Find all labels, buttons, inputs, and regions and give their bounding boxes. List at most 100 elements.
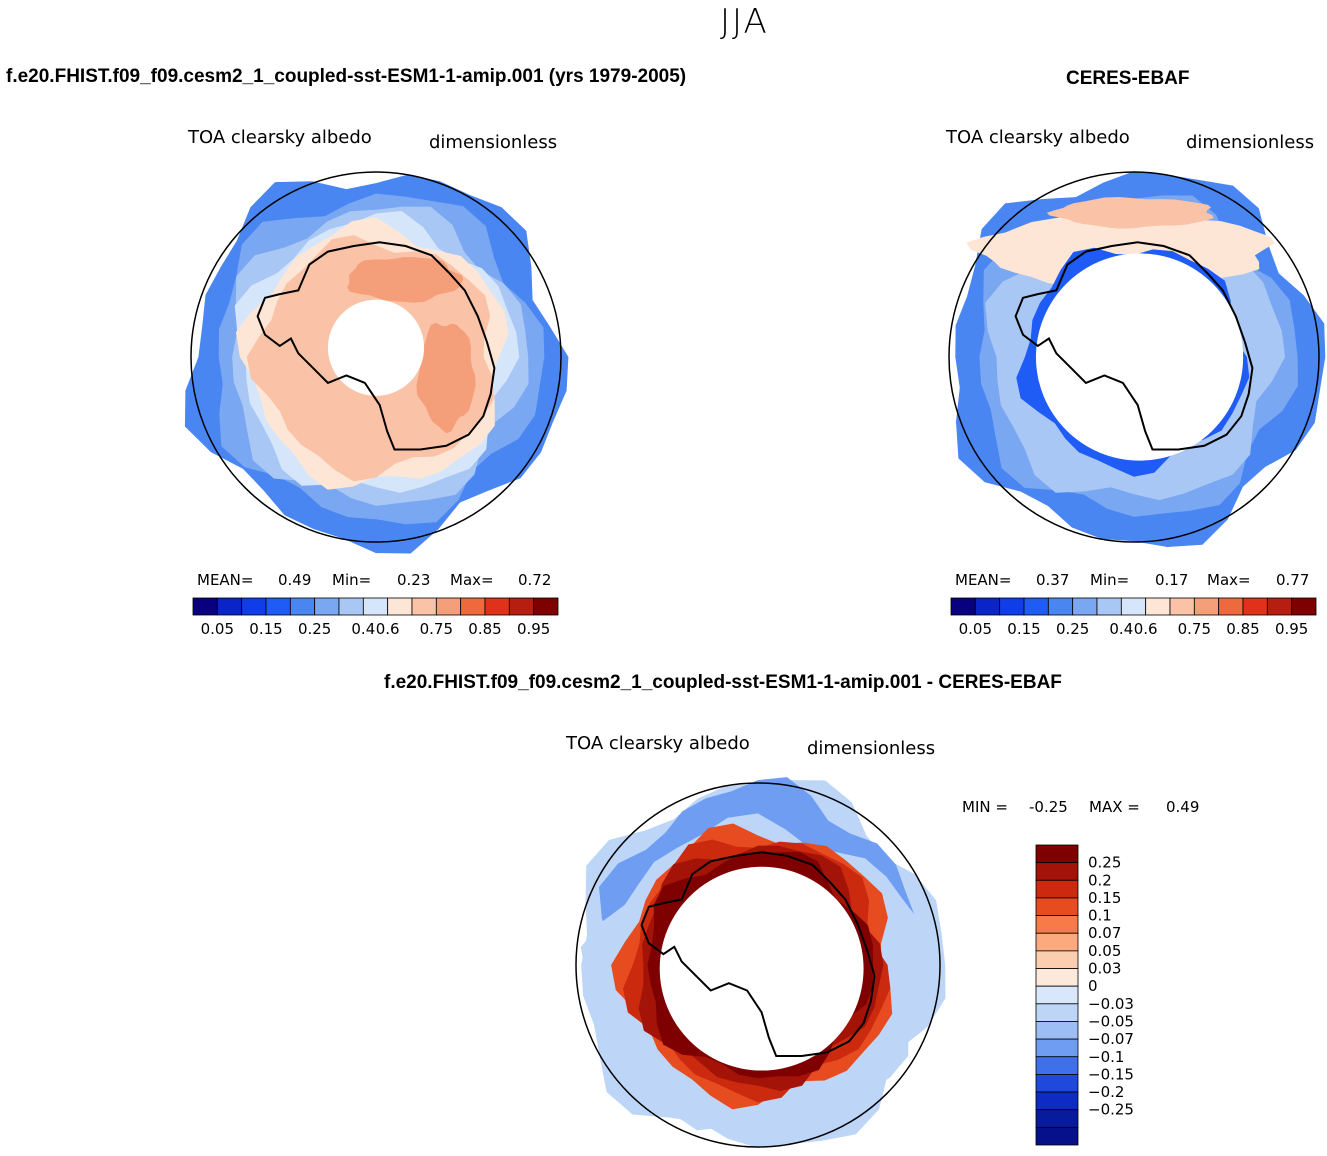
colorbar-swatch — [1035, 844, 1079, 864]
colorbar-swatch — [1120, 597, 1147, 616]
colorbar-swatch — [387, 597, 413, 616]
colorbar-swatch — [1035, 1056, 1079, 1075]
colorbar-swatch — [289, 597, 316, 616]
colorbar-tick-label: −0.03 — [1088, 995, 1134, 1013]
colorbar-tick-label: 0.15 — [1007, 620, 1040, 638]
model-mean-value: 0.49 — [278, 571, 312, 589]
diff-min-value: -0.25 — [1029, 798, 1068, 816]
colorbar-swatch — [216, 597, 243, 616]
colorbar-swatch — [508, 597, 535, 616]
obs-min-value: 0.17 — [1155, 571, 1189, 589]
diff-panel-title: TOA clearsky albedo — [566, 733, 750, 754]
contour-band — [347, 257, 464, 303]
pole-hole — [1035, 253, 1244, 461]
diff-panel-units: dimensionless — [807, 738, 936, 759]
colorbar-swatch — [362, 597, 389, 616]
colorbar-tick-label: 0.4 — [351, 620, 375, 638]
colorbar-tick-label: 0.05 — [1088, 942, 1121, 960]
colorbar-tick-label: −0.2 — [1088, 1083, 1124, 1101]
colorbar-swatch — [950, 597, 976, 616]
colorbar-swatch — [1035, 1003, 1079, 1022]
colorbar-swatch — [1035, 1021, 1079, 1040]
antarctica-coastline — [1014, 241, 1254, 451]
diff-max-label: MAX = — [1089, 798, 1140, 816]
model-panel-header: f.e20.FHIST.f09_f09.cesm2_1_coupled-sst-… — [6, 66, 687, 87]
colorbar-tick-label: 0.75 — [1178, 620, 1211, 638]
colorbar-swatch — [265, 597, 291, 616]
model-colorbar: 0.05 0.15 0.25 0.4 0.6 0.75 0.85 0.95 — [192, 597, 559, 638]
antarctica-coastline — [640, 851, 876, 1057]
obs-mean-label: MEAN= — [955, 571, 1012, 589]
obs-map — [948, 171, 1326, 548]
colorbar-tick-label: −0.07 — [1088, 1030, 1134, 1048]
colorbar-swatch — [192, 597, 218, 616]
colorbar-swatch — [1266, 597, 1293, 616]
colorbar-swatch — [1035, 985, 1079, 1005]
colorbar-tick-label: 0.07 — [1088, 924, 1121, 942]
model-panel-units: dimensionless — [429, 132, 558, 153]
colorbar-tick-label: 0.4 — [1109, 620, 1133, 638]
colorbar-swatch — [1169, 597, 1195, 616]
colorbar-swatch — [533, 597, 559, 616]
colorbar-swatch — [241, 597, 267, 616]
colorbar-swatch — [1072, 597, 1098, 616]
pole-hole — [659, 866, 864, 1071]
colorbar-swatch — [1096, 597, 1122, 616]
colorbar-tick-label: 0.15 — [249, 620, 282, 638]
colorbar-swatch — [1035, 950, 1079, 969]
colorbar-tick-label: 0 — [1088, 977, 1098, 995]
obs-panel-units: dimensionless — [1186, 132, 1315, 153]
diff-panel-header: f.e20.FHIST.f09_f09.cesm2_1_coupled-sst-… — [384, 672, 1062, 693]
colorbar-swatch — [1035, 1074, 1079, 1093]
model-mean-label: MEAN= — [197, 571, 254, 589]
obs-max-label: Max= — [1207, 571, 1251, 589]
obs-panel-title: TOA clearsky albedo — [946, 127, 1130, 148]
colorbar-tick-label: 0.6 — [376, 620, 400, 638]
colorbar-swatch — [1035, 1109, 1079, 1128]
colorbar-swatch — [314, 597, 340, 616]
colorbar-tick-label: 0.2 — [1088, 871, 1112, 889]
colorbar-swatch — [484, 597, 510, 616]
model-max-label: Max= — [450, 571, 494, 589]
colorbar-swatch — [1145, 597, 1171, 616]
obs-mean-value: 0.37 — [1036, 571, 1070, 589]
colorbar-swatch — [1035, 932, 1079, 952]
colorbar-tick-label: 0.75 — [420, 620, 453, 638]
colorbar-tick-label: 0.15 — [1088, 889, 1121, 907]
colorbar-swatch — [974, 597, 1001, 616]
colorbar-tick-label: −0.25 — [1088, 1101, 1134, 1119]
colorbar-swatch — [460, 597, 486, 616]
colorbar-tick-label: 0.25 — [298, 620, 331, 638]
colorbar-swatch — [1035, 1091, 1079, 1111]
colorbar-swatch — [1035, 915, 1079, 934]
colorbar-tick-label: 0.05 — [959, 620, 992, 638]
colorbar-tick-label: −0.15 — [1088, 1065, 1134, 1083]
obs-panel-header: CERES-EBAF — [1066, 68, 1190, 89]
colorbar-swatch — [435, 597, 462, 616]
colorbar-swatch — [411, 597, 437, 616]
season-title: JJA — [720, 2, 769, 42]
colorbar-tick-label: 0.95 — [1275, 620, 1308, 638]
obs-max-value: 0.77 — [1276, 571, 1310, 589]
colorbar-swatch — [1242, 597, 1268, 616]
colorbar-tick-label: 0.25 — [1056, 620, 1089, 638]
colorbar-swatch — [1035, 879, 1079, 899]
diff-min-label: MIN = — [962, 798, 1008, 816]
obs-colorbar: 0.05 0.15 0.25 0.4 0.6 0.75 0.85 0.95 — [950, 597, 1317, 638]
diff-max-value: 0.49 — [1166, 798, 1200, 816]
colorbar-swatch — [1035, 1038, 1079, 1058]
antarctica-coastline — [256, 241, 496, 451]
contour-band — [1046, 197, 1214, 229]
model-max-value: 0.72 — [518, 571, 552, 589]
colorbar-swatch — [1035, 968, 1079, 987]
colorbar-tick-label: 0.03 — [1088, 960, 1121, 978]
colorbar-tick-label: 0.95 — [517, 620, 550, 638]
colorbar-tick-label: −0.1 — [1088, 1048, 1124, 1066]
colorbar-tick-label: 0.1 — [1088, 907, 1112, 925]
colorbar-swatch — [338, 597, 364, 616]
colorbar-tick-label: −0.05 — [1088, 1012, 1134, 1030]
colorbar-swatch — [1035, 897, 1079, 916]
colorbar-swatch — [1193, 597, 1220, 616]
map-frame — [948, 171, 1320, 543]
